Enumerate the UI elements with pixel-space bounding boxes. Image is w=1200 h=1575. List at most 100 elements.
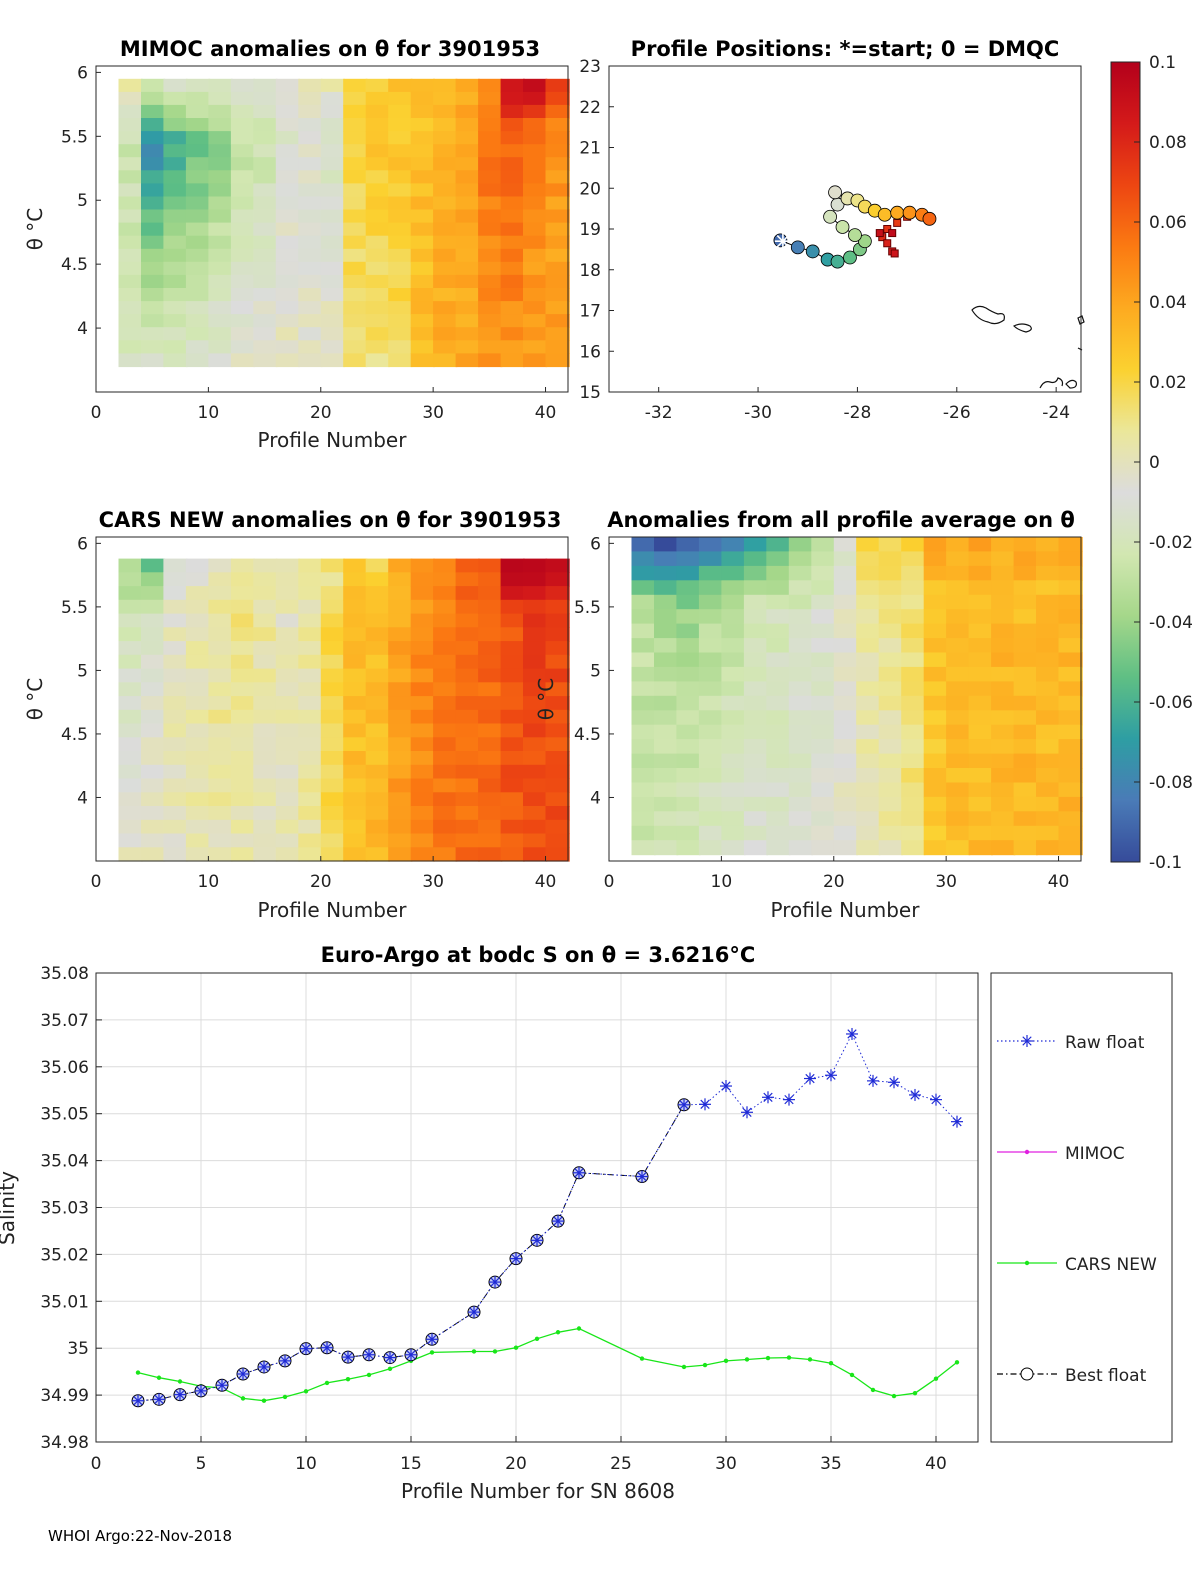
y-tick-label: 4.5 [574,725,601,745]
heatmap-cell [388,118,413,132]
heatmap-cell [455,314,480,328]
heatmap-cell [433,209,458,224]
heatmap-cell [856,753,881,769]
heatmap-cell [455,118,480,132]
cars-new-point [345,1376,351,1382]
heatmap-cell [946,710,971,726]
heatmap-cell [455,764,480,780]
heatmap-cell [320,314,345,328]
heatmap-cell [811,652,836,668]
heatmap-cell [253,668,278,683]
heatmap-cell [253,327,278,341]
heatmap-cell [631,710,656,726]
heatmap-cell [208,558,233,573]
heatmap-cell [118,301,143,315]
heatmap-cell [788,782,813,798]
heatmap-cell [788,609,813,625]
heatmap-cell [163,737,188,752]
heatmap-cell [766,782,791,798]
heatmap-cell [455,806,480,821]
heatmap-cell [343,314,368,328]
colorbar-ticks: 0.10.080.060.040.020-0.02-0.04-0.06-0.08… [1134,53,1193,873]
heatmap-cell [788,811,813,827]
heatmap-cell [788,537,813,552]
heatmap-cell [298,196,323,211]
heatmap-cell [1036,551,1061,567]
heatmap-cell [208,144,233,158]
heatmap-cell [478,314,503,328]
y-tick-label: 23 [579,57,601,77]
heatmap-cell [343,170,368,184]
heatmap-cell [1058,652,1083,668]
heatmap-cell [320,764,345,780]
heatmap-cell [500,792,525,807]
heatmap-cell [410,314,435,328]
heatmap-cell [500,737,525,752]
heatmap-cell [676,594,701,610]
heatmap-cell [365,723,390,738]
heatmap-cell [298,314,323,328]
heatmap-cell [523,792,548,807]
heatmap-cell [208,696,233,711]
heatmap-cell [766,840,791,856]
heatmap-cell [545,751,570,766]
heatmap-cell [253,751,278,766]
heatmap-cell [320,751,345,766]
heatmap-cell [946,666,971,682]
heatmap-cell [298,327,323,341]
heatmap-cell [901,724,926,740]
heatmap-cell [766,594,791,610]
y-tick-label: 4 [77,319,88,339]
heatmap-cell [1058,739,1083,755]
mimoc-axes-box [95,65,569,393]
heatmap-cell [991,551,1016,567]
heatmap-cell [410,737,435,752]
heatmap-cell [946,551,971,567]
heatmap-cell [523,235,548,250]
heatmap-cell [545,118,570,132]
heatmap-cell [365,235,390,250]
heatmap-cell [500,78,525,93]
heatmap-cell [343,222,368,237]
heatmap-cell [478,586,503,601]
heatmap-cell [320,301,345,315]
heatmap-cell [388,274,413,289]
heatmap-cell [1058,609,1083,625]
heatmap-cell [208,737,233,752]
x-tick-label: 10 [198,403,220,423]
heatmap-cell [1058,753,1083,769]
heatmap-cell [523,327,548,341]
heatmap-cell [410,778,435,793]
x-tick-label: 15 [400,1454,422,1474]
heatmap-cell [298,764,323,780]
y-tick-label: 16 [579,342,601,362]
heatmap-cell [365,314,390,328]
heatmap-cell [365,78,390,93]
heatmap-cell [298,819,323,835]
heatmap-cell [766,609,791,625]
x-tick-label: -30 [744,403,772,423]
heatmap-cell [811,739,836,755]
heatmap-cell [698,695,724,711]
heatmap-cell [766,695,791,711]
heatmap-cell [433,833,458,848]
heatmap-cell [721,551,746,567]
heatmap-cell [433,196,458,211]
heatmap-cell [298,558,323,573]
heatmap-cell [721,739,746,755]
heatmap-cell [698,623,724,639]
heatmap-cell [856,796,881,812]
heatmap-cell [185,353,211,368]
heatmap-cell [410,819,435,835]
heatmap-cell [343,833,368,848]
heatmap-cell [253,261,278,276]
heatmap-cell [1058,782,1083,798]
heatmap-cell [478,572,503,587]
heatmap-cell [343,819,368,835]
heatmap-cell [545,613,570,628]
heatmap-cell [455,170,480,184]
heatmap-cell [208,157,233,171]
heatmap-cell [410,235,435,250]
heatmap-cell [455,668,480,683]
heatmap-cell [208,183,233,198]
